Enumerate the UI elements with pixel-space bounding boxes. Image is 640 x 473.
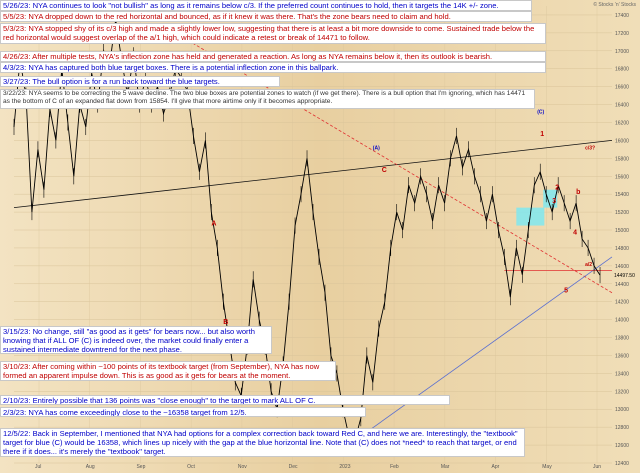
wave-label: a/2 xyxy=(585,262,592,268)
grid xyxy=(14,6,612,464)
y-tick-label: 13000 xyxy=(615,407,629,413)
annotation-date: 2/10/23: xyxy=(3,396,33,405)
annotation-date: 3/15/23: xyxy=(3,327,33,336)
last-price-label: 14497.50 xyxy=(614,273,635,279)
y-tick-label: 13400 xyxy=(615,371,629,377)
annotation-text: NYA continues to look "not bullish" as l… xyxy=(32,1,499,10)
wave-label: B xyxy=(223,319,228,326)
y-tick-label: 16800 xyxy=(615,67,629,73)
y-tick-label: 17000 xyxy=(615,49,629,55)
y-tick-label: 17400 xyxy=(615,13,629,19)
wave-label: 2 xyxy=(555,185,559,192)
annotation-a10: 2/10/23: Entirely possible that 136 poin… xyxy=(0,395,450,405)
annotation-date: 3/22/23: xyxy=(3,90,29,97)
y-tick-label: 12400 xyxy=(615,461,629,467)
annotation-a9: 3/10/23: After coming within ~100 points… xyxy=(0,361,336,381)
y-tick-label: 15200 xyxy=(615,210,629,216)
annotation-text: Back in September, I mentioned that NYA … xyxy=(3,429,518,456)
annotation-a5: 4/3/23: NYA has captured both blue targe… xyxy=(0,62,546,73)
annotation-text: NYA stopped shy of its c/3 high and made… xyxy=(3,24,535,42)
y-tick-label: 14400 xyxy=(615,282,629,288)
annotation-date: 3/27/23: xyxy=(3,77,33,86)
annotation-date: 5/26/23: xyxy=(3,1,33,10)
y-axis-ticks: 17400 17200 17000 16800 16600 16400 16200 16000… xyxy=(614,13,635,467)
y-tick-label: 14000 xyxy=(615,318,629,324)
annotation-date: 5/3/23: xyxy=(3,24,29,33)
annotation-date: 12/5/22: xyxy=(3,429,33,438)
y-tick-label: 14800 xyxy=(615,246,629,252)
wave-label: (A) xyxy=(373,145,380,151)
annotation-a3: 5/3/23: NYA stopped shy of its c/3 high … xyxy=(0,23,546,44)
annotation-a7: 3/22/23: NYA seems to be correcting the … xyxy=(0,89,535,109)
x-tick-label: Sep xyxy=(136,464,145,470)
annotation-text: NYA seems to be correcting the 5 wave de… xyxy=(3,90,526,105)
blue-trendline xyxy=(354,256,613,441)
x-tick-label: Jul xyxy=(35,464,41,470)
y-tick-label: 16200 xyxy=(615,120,629,126)
y-tick-label: 12800 xyxy=(615,425,629,431)
x-tick-label: Oct xyxy=(187,464,195,470)
x-tick-label: May xyxy=(542,464,552,470)
annotation-date: 5/5/23: xyxy=(3,12,29,21)
x-tick-label: Nov xyxy=(238,464,247,470)
watermark: © Stocks ’n’ Stocks xyxy=(593,2,636,8)
wave-label: b xyxy=(576,189,580,196)
y-tick-label: 16400 xyxy=(615,103,629,109)
wave-label: 4 xyxy=(573,230,577,237)
x-tick-label: Aug xyxy=(86,464,95,470)
annotation-text: After coming within ~100 points of its t… xyxy=(3,362,320,380)
x-tick-label: Dec xyxy=(289,464,298,470)
x-tick-label: Mar xyxy=(441,464,450,470)
y-tick-label: 13200 xyxy=(615,389,629,395)
y-tick-label: 12600 xyxy=(615,443,629,449)
wave-label: (C) xyxy=(537,110,544,116)
y-tick-label: 15400 xyxy=(615,192,629,198)
annotation-a4: 4/26/23: After multiple tests, NYA's inf… xyxy=(0,51,546,62)
y-tick-label: 14200 xyxy=(615,300,629,306)
y-tick-label: 15800 xyxy=(615,156,629,162)
annotation-a11: 2/3/23: NYA has come exceedingly close t… xyxy=(0,407,366,417)
target-boxes xyxy=(516,189,558,226)
annotation-a1: 5/26/23: NYA continues to look "not bull… xyxy=(0,0,532,11)
annotation-a8: 3/15/23: No change, still "as good as it… xyxy=(0,326,272,354)
annotation-date: 4/3/23: xyxy=(3,63,29,72)
annotation-a6: 3/27/23: The bull option is for a run ba… xyxy=(0,76,280,87)
x-tick-label: Jun xyxy=(593,464,601,470)
annotation-a2: 5/5/23: NYA dropped down to the red hori… xyxy=(0,11,532,22)
x-tick-label: Feb xyxy=(390,464,399,470)
annotation-date: 4/26/23: xyxy=(3,52,33,61)
annotation-date: 3/10/23: xyxy=(3,362,33,371)
y-tick-label: 16000 xyxy=(615,138,629,144)
y-tick-label: 14600 xyxy=(615,264,629,270)
blue-target-box xyxy=(543,189,558,208)
black-trendline xyxy=(13,140,613,209)
wave-label: A xyxy=(211,221,216,228)
annotation-text: No change, still "as good as it gets" fo… xyxy=(3,327,255,354)
x-tick-label: Apr xyxy=(492,464,500,470)
y-tick-label: 17200 xyxy=(615,31,629,37)
wave-label: 3 xyxy=(552,198,556,205)
annotation-text: The bull option is for a run back toward… xyxy=(32,77,220,86)
y-tick-label: 16600 xyxy=(615,85,629,91)
x-tick-label: 2023 xyxy=(339,464,350,470)
annotation-text: After multiple tests, NYA's inflection z… xyxy=(32,52,493,61)
y-tick-label: 15600 xyxy=(615,174,629,180)
wave-label: C xyxy=(382,167,387,174)
wave-label: 5 xyxy=(564,288,568,295)
annotation-a12: 12/5/22: Back in September, I mentioned … xyxy=(0,428,525,457)
annotation-text: NYA has come exceedingly close to the ~1… xyxy=(28,408,247,417)
annotation-text: NYA has captured both blue target boxes.… xyxy=(28,63,339,72)
annotation-text: NYA dropped down to the red horizontal a… xyxy=(28,12,451,21)
x-axis-ticks: Jul Aug Sep Oct Nov Dec 2023 Feb Mar Apr May Jun xyxy=(35,464,601,470)
y-tick-label: 15000 xyxy=(615,228,629,234)
wave-label: 1 xyxy=(540,131,544,138)
wave-label: c/3? xyxy=(585,145,595,151)
annotation-text: Entirely possible that 136 points was "c… xyxy=(32,396,316,405)
y-tick-label: 13600 xyxy=(615,353,629,359)
annotation-date: 2/3/23: xyxy=(3,408,29,417)
y-tick-label: 13800 xyxy=(615,336,629,342)
